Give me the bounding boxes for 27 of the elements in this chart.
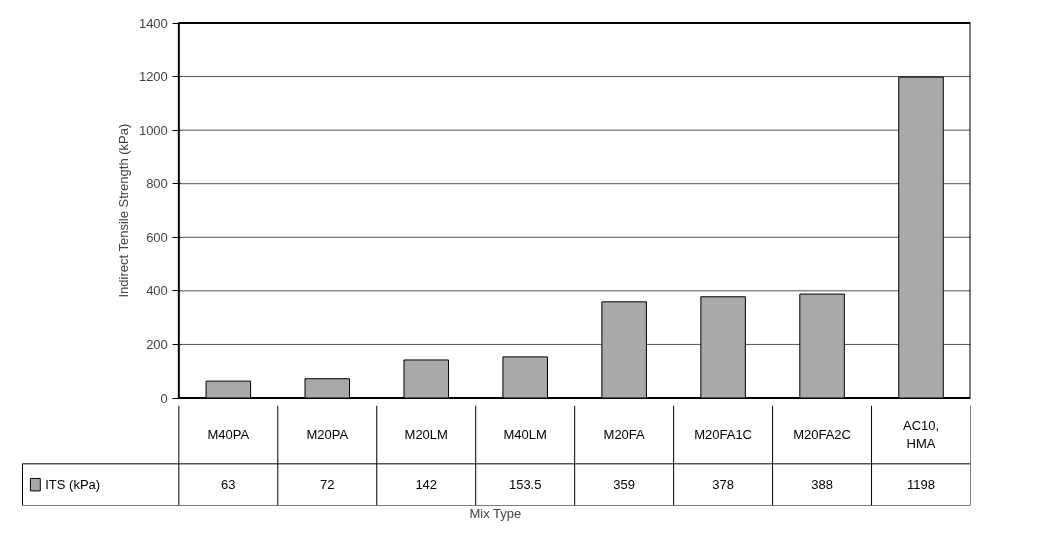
x-axis-title: Mix Type	[469, 505, 522, 521]
x-tick-label: M20FA1C	[694, 427, 753, 443]
data-label: 378	[712, 477, 734, 493]
x-tick-label: M40LM	[503, 427, 547, 443]
y-tick-label: 200	[146, 336, 168, 352]
y-tick-label: 800	[146, 176, 168, 192]
data-label: 388	[811, 477, 833, 493]
y-tick-label: 1200	[138, 69, 168, 85]
y-axis-title: Indirect Tensile Strength (kPa)	[115, 123, 131, 298]
x-tick-label: M40PA	[207, 427, 250, 443]
legend-label: ITS (kPa)	[45, 477, 101, 493]
x-tick-label: M20FA2C	[793, 427, 851, 443]
y-tick-label: 400	[146, 283, 168, 299]
x-tick-label: AC10, HMA	[902, 418, 940, 452]
x-tick-label: M20LM	[404, 427, 448, 443]
y-tick-label: 0	[160, 390, 168, 406]
data-label: 63	[221, 477, 236, 493]
data-label: 153.5	[508, 477, 542, 493]
data-label: 359	[613, 477, 635, 493]
data-label: 142	[415, 477, 438, 493]
data-label: 72	[320, 477, 335, 493]
data-label: 1198	[907, 477, 936, 493]
y-tick-label: 1400	[138, 15, 168, 31]
y-tick-label: 600	[146, 229, 168, 245]
y-tick-label: 1000	[138, 122, 168, 138]
x-tick-label: M20FA	[603, 427, 646, 443]
x-tick-label: M20PA	[306, 427, 349, 443]
